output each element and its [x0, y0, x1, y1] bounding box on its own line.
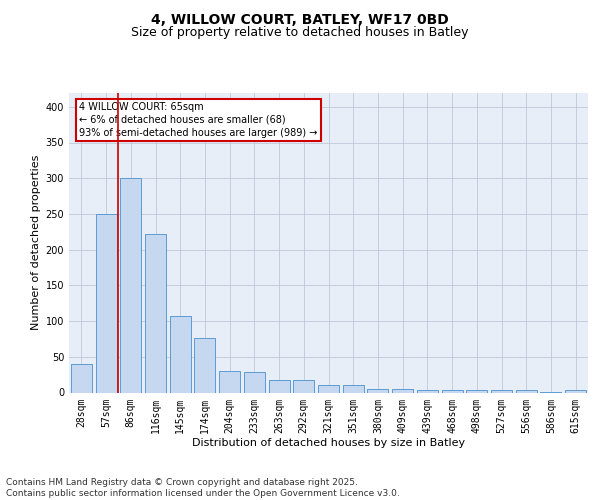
Text: Contains HM Land Registry data © Crown copyright and database right 2025.
Contai: Contains HM Land Registry data © Crown c…: [6, 478, 400, 498]
Bar: [516, 390, 537, 392]
Bar: [318, 386, 339, 392]
Bar: [417, 390, 438, 392]
Bar: [194, 338, 215, 392]
Bar: [269, 380, 290, 392]
Text: 4, WILLOW COURT, BATLEY, WF17 0BD: 4, WILLOW COURT, BATLEY, WF17 0BD: [151, 12, 449, 26]
Bar: [343, 386, 364, 392]
Text: Size of property relative to detached houses in Batley: Size of property relative to detached ho…: [131, 26, 469, 39]
Bar: [367, 389, 388, 392]
Bar: [442, 390, 463, 392]
Bar: [120, 178, 141, 392]
Bar: [145, 234, 166, 392]
Text: 4 WILLOW COURT: 65sqm
← 6% of detached houses are smaller (68)
93% of semi-detac: 4 WILLOW COURT: 65sqm ← 6% of detached h…: [79, 102, 318, 138]
Bar: [170, 316, 191, 392]
Bar: [244, 372, 265, 392]
Bar: [392, 389, 413, 392]
X-axis label: Distribution of detached houses by size in Batley: Distribution of detached houses by size …: [192, 438, 465, 448]
Bar: [565, 390, 586, 392]
Bar: [466, 390, 487, 392]
Bar: [95, 214, 116, 392]
Y-axis label: Number of detached properties: Number of detached properties: [31, 155, 41, 330]
Bar: [219, 371, 240, 392]
Bar: [491, 390, 512, 392]
Bar: [293, 380, 314, 392]
Bar: [71, 364, 92, 392]
